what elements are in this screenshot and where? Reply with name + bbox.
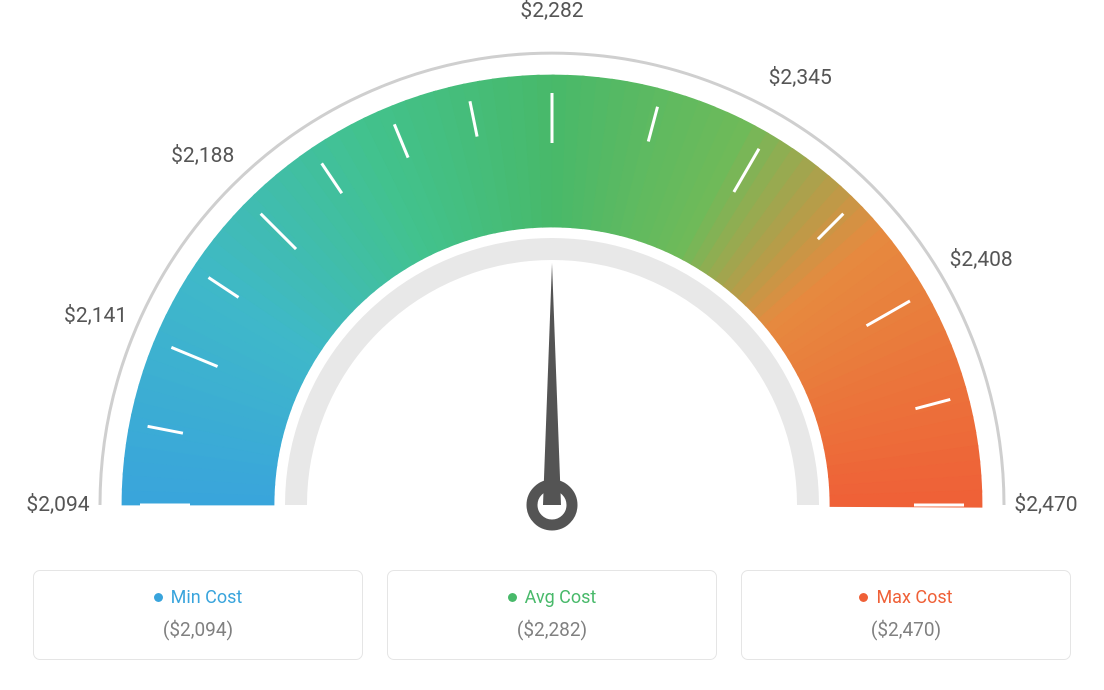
gauge-tick-label: $2,408 xyxy=(950,248,1013,272)
avg-cost-value: ($2,282) xyxy=(398,618,706,641)
min-dot-icon xyxy=(154,593,163,602)
max-cost-label: Max Cost xyxy=(876,587,952,608)
gauge-tick-label: $2,188 xyxy=(171,144,234,168)
min-cost-value: ($2,094) xyxy=(44,618,352,641)
avg-cost-label: Avg Cost xyxy=(525,587,597,608)
gauge-tick-label: $2,345 xyxy=(769,66,832,90)
gauge-tick-label: $2,470 xyxy=(1014,493,1077,517)
min-cost-label: Min Cost xyxy=(171,587,243,608)
gauge-chart: $2,094 $2,141 $2,188 $2,282 $2,345 $2,408 $2,4… xyxy=(0,0,1104,560)
min-cost-title: Min Cost xyxy=(44,587,352,608)
max-cost-value: ($2,470) xyxy=(752,618,1060,641)
min-cost-card: Min Cost ($2,094) xyxy=(33,570,363,660)
max-cost-title: Max Cost xyxy=(752,587,1060,608)
max-cost-card: Max Cost ($2,470) xyxy=(741,570,1071,660)
gauge-tick-label: $2,094 xyxy=(26,493,89,517)
gauge-tick-label: $2,282 xyxy=(520,0,583,23)
gauge-svg xyxy=(0,0,1104,560)
gauge-tick-label: $2,141 xyxy=(64,304,127,328)
avg-cost-card: Avg Cost ($2,282) xyxy=(387,570,717,660)
avg-cost-title: Avg Cost xyxy=(398,587,706,608)
max-dot-icon xyxy=(859,593,868,602)
avg-dot-icon xyxy=(508,593,517,602)
summary-cards: Min Cost ($2,094) Avg Cost ($2,282) Max … xyxy=(0,570,1104,660)
